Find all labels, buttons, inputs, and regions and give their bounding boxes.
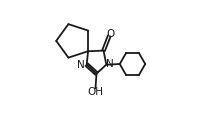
Text: OH: OH — [88, 87, 103, 97]
Text: N: N — [106, 59, 114, 69]
Text: N: N — [77, 60, 85, 70]
Text: O: O — [106, 29, 114, 39]
